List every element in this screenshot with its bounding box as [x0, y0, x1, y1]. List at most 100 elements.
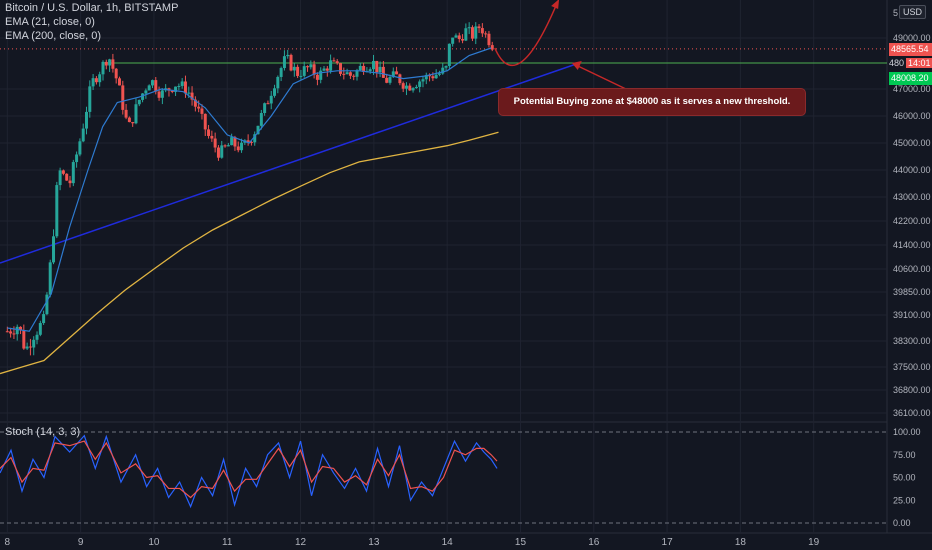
candle-down [398, 74, 402, 84]
trendline-line [0, 62, 580, 264]
candle-up [345, 72, 349, 75]
time-tick-label: 19 [808, 537, 820, 548]
candle-down [68, 180, 72, 184]
candle-down [111, 59, 115, 69]
candle-up [286, 54, 290, 57]
candle-up [71, 162, 75, 184]
candle-down [342, 73, 346, 75]
candle-down [114, 68, 118, 79]
candle-down [266, 103, 270, 105]
candle-down [154, 80, 158, 92]
candle-up [141, 93, 145, 100]
candle-up [444, 66, 448, 68]
candle-down [236, 146, 240, 151]
candle-up [187, 92, 191, 94]
time-tick-label: 16 [588, 537, 600, 548]
time-tick-label: 12 [295, 537, 307, 548]
candle-down [127, 117, 131, 123]
candle-up [282, 56, 286, 69]
annotation-callout[interactable]: Potential Buying zone at $48000 as it se… [498, 88, 806, 116]
candle-up [292, 66, 296, 71]
candle-down [385, 77, 389, 83]
candle-up [434, 74, 438, 79]
candle-up [226, 145, 230, 147]
ema200-line [0, 131, 499, 375]
symbol-legend[interactable]: Bitcoin / U.S. Dollar, 1h, BITSTAMP [5, 2, 179, 14]
candle-up [391, 71, 395, 78]
candle-up [98, 74, 102, 83]
countdown-tag: 14:01 [906, 58, 932, 68]
stoch-tick-label: 100.00 [893, 427, 921, 437]
candle-down [223, 145, 227, 147]
candle-down [216, 147, 220, 158]
support-price-tag: 48008.20 [889, 72, 932, 85]
candle-up [25, 346, 29, 349]
price-tick-label: 46000.00 [893, 111, 931, 121]
candle-up [414, 86, 418, 89]
candle-down [94, 78, 98, 83]
candle-down [104, 61, 108, 66]
candle-down [197, 106, 201, 109]
time-tick-label: 10 [148, 537, 160, 548]
candle-down [335, 61, 339, 64]
candle-up [108, 59, 112, 66]
candle-up [32, 339, 36, 348]
candle-down [395, 71, 399, 75]
candle-down [296, 66, 300, 76]
candle-down [233, 137, 237, 147]
candle-up [180, 81, 184, 86]
candle-up [467, 27, 471, 29]
currency-badge[interactable]: USD [899, 5, 927, 19]
candle-down [157, 91, 161, 98]
candle-down [124, 109, 128, 118]
candle-up [404, 85, 408, 89]
candle-down [203, 113, 207, 130]
candle-down [339, 63, 343, 74]
time-tick-label: 13 [368, 537, 380, 548]
candle-up [42, 314, 46, 324]
candle-up [75, 154, 79, 163]
candle-down [170, 90, 174, 92]
price-tick-label: 39850.00 [893, 287, 931, 297]
candle-down [193, 99, 197, 107]
price-tick-label: 40600.00 [893, 264, 931, 274]
candle-down [213, 138, 217, 148]
time-tick-label: 17 [662, 537, 674, 548]
level-clip-label: 480 14:01 [889, 57, 932, 70]
candle-up [276, 76, 280, 89]
candle-up [378, 66, 382, 73]
candle-down [12, 333, 16, 335]
candle-up [101, 61, 105, 75]
stoch-d-line [0, 440, 498, 499]
candle-up [253, 134, 257, 143]
candle-up [322, 68, 326, 71]
time-axis: 8 9 10 11 12 13 14 15 16 17 18 19 [5, 537, 820, 548]
price-tick-label: 49000.00 [893, 33, 931, 43]
candle-down [408, 85, 412, 91]
stoch-tick-label: 75.00 [893, 450, 916, 460]
price-tick-label: 42200.00 [893, 216, 931, 226]
time-tick-label: 15 [515, 537, 527, 548]
ema200-legend[interactable]: EMA (200, close, 0) [5, 30, 101, 42]
stoch-legend[interactable]: Stoch (14, 3, 3) [5, 426, 81, 438]
candle-up [441, 67, 445, 74]
candle-up [299, 75, 303, 77]
candle-down [117, 78, 121, 86]
candle-up [279, 68, 283, 77]
forecast-curve [494, 2, 558, 67]
ema21-legend[interactable]: EMA (21, close, 0) [5, 16, 95, 28]
candle-down [477, 26, 481, 29]
ema21-series [7, 47, 492, 332]
time-tick-label: 9 [78, 537, 84, 548]
candle-up [454, 35, 458, 38]
candle-up [48, 262, 52, 295]
candle-up [437, 73, 441, 75]
candle-up [230, 137, 234, 146]
price-tick-label: 44000.00 [893, 165, 931, 175]
candle-up [85, 111, 89, 129]
candle-up [411, 88, 415, 91]
price-tick-label: 45000.00 [893, 138, 931, 148]
candle-up [447, 43, 451, 67]
last-price-tag: 48565.54 [889, 43, 932, 56]
